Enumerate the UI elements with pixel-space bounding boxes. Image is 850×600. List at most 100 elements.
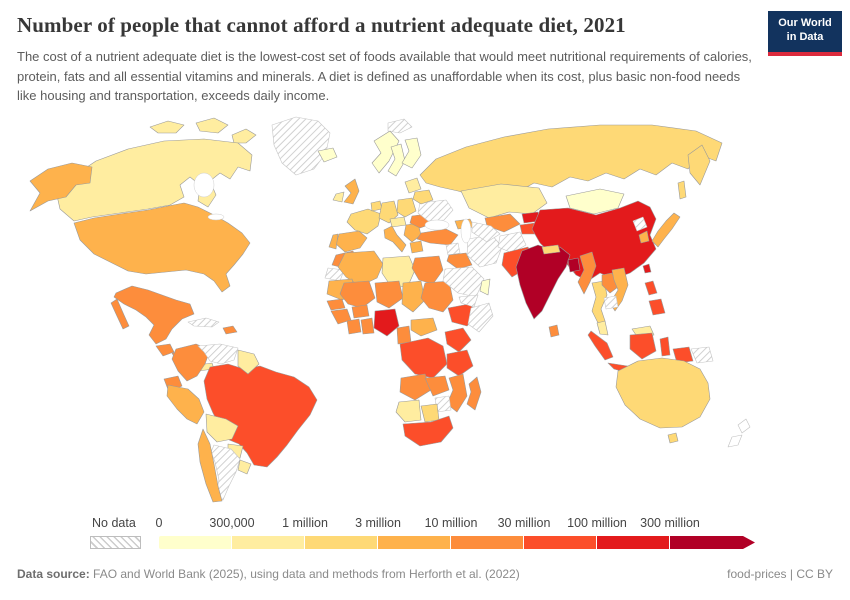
country-australia[interactable] [615,357,711,429]
country-somalia[interactable] [467,302,494,333]
country-zambia[interactable] [424,375,450,397]
country-chile[interactable] [197,428,223,503]
country-indonesia-sulawesi[interactable] [659,336,671,357]
country-turkmenistan[interactable] [471,221,501,243]
country-mali[interactable] [339,280,376,309]
legend-segment[interactable] [305,536,377,549]
country-philippines[interactable] [648,298,666,316]
country-poland[interactable] [396,197,417,218]
world-map[interactable] [0,113,850,511]
country-norway[interactable] [371,130,400,174]
country-drc[interactable] [399,337,448,379]
country-spain[interactable] [335,230,368,253]
country-new-zealand[interactable] [727,434,743,448]
country-ukraine[interactable] [417,199,454,222]
country-madagascar[interactable] [466,376,482,411]
country-mexico[interactable] [113,285,195,345]
owid-logo[interactable]: Our World in Data [768,11,842,56]
country-niger[interactable] [374,280,404,309]
country-senegal[interactable] [326,298,346,311]
country-russia-sakhalin[interactable] [677,180,687,200]
country-canada-arctic[interactable] [195,117,229,134]
country-cote-divoire[interactable] [346,318,362,335]
country-uzbekistan[interactable] [484,213,521,233]
country-france[interactable] [346,208,382,235]
country-svalbard[interactable] [387,118,413,134]
country-sri-lanka[interactable] [548,324,560,338]
country-syria[interactable] [445,242,461,256]
country-cameroon[interactable] [396,325,412,345]
country-malaysia[interactable] [596,320,609,336]
country-ghana[interactable] [360,317,375,335]
country-tasmania[interactable] [667,432,679,444]
country-ireland[interactable] [332,191,345,203]
country-chad[interactable] [401,280,426,313]
country-myanmar[interactable] [577,251,597,295]
country-peru[interactable] [166,384,205,425]
country-sudan[interactable] [420,280,454,313]
country-benelux[interactable] [370,200,383,212]
country-guyanas[interactable] [237,349,260,375]
country-uk[interactable] [343,178,360,205]
country-bolivia[interactable] [205,413,239,443]
country-guatemala[interactable] [155,343,175,357]
country-hispaniola[interactable] [222,325,238,335]
country-mozambique[interactable] [446,373,468,413]
country-cambodia[interactable] [603,295,619,310]
country-nepal[interactable] [541,244,561,255]
country-mongolia[interactable] [565,188,625,215]
license-link[interactable]: food-prices | CC BY [727,567,833,581]
country-greenland[interactable] [271,116,331,176]
country-yemen[interactable] [458,294,479,308]
country-central-african-republic[interactable] [410,317,438,337]
country-philippines[interactable] [644,280,658,296]
country-finland[interactable] [401,137,422,169]
legend-segment[interactable] [159,536,231,549]
country-indonesia-papua[interactable] [672,346,694,364]
country-south-korea[interactable] [638,230,650,244]
country-iceland[interactable] [317,147,338,163]
country-sweden[interactable] [387,143,406,177]
country-guinea[interactable] [330,308,352,325]
country-south-africa[interactable] [402,415,454,447]
country-central-europe[interactable] [389,216,407,228]
country-north-korea[interactable] [632,216,648,232]
country-angola[interactable] [399,373,432,401]
country-usa[interactable] [73,202,251,293]
country-indonesia-kalimantan[interactable] [629,332,657,360]
legend-segment[interactable] [597,536,669,549]
country-venezuela[interactable] [197,343,239,365]
country-tanzania[interactable] [446,349,474,377]
country-italy[interactable] [383,225,407,253]
country-taiwan[interactable] [642,263,652,274]
country-botswana[interactable] [420,403,440,423]
country-iraq[interactable] [446,252,473,270]
country-uganda-kenya[interactable] [444,327,472,353]
country-belarus[interactable] [412,189,434,205]
country-canada-arctic[interactable] [149,120,185,134]
country-new-zealand[interactable] [737,418,751,434]
country-oman[interactable] [479,278,491,296]
legend-segment[interactable] [378,536,450,549]
country-burkina-faso[interactable] [351,304,370,319]
country-baltics[interactable] [404,177,422,194]
country-papua-new-guinea[interactable] [690,346,714,364]
legend-no-data-swatch[interactable] [90,536,141,549]
country-russia-kamchatka[interactable] [687,144,711,186]
country-cuba[interactable] [187,317,220,328]
country-indonesia-sumatra[interactable] [587,330,614,361]
country-nigeria[interactable] [373,308,400,337]
legend-segment[interactable] [451,536,523,549]
country-russia[interactable] [419,124,723,198]
country-greece[interactable] [409,240,424,254]
country-bangladesh[interactable] [567,257,581,273]
country-egypt[interactable] [411,255,444,285]
country-mexico-baja[interactable] [110,298,130,330]
legend-segment[interactable] [232,536,304,549]
legend-segment[interactable] [670,536,755,549]
country-india[interactable] [515,244,571,320]
legend-segment[interactable] [524,536,596,549]
country-alaska[interactable] [29,162,93,212]
country-portugal[interactable] [328,233,339,250]
country-canada-arctic[interactable] [231,128,257,144]
